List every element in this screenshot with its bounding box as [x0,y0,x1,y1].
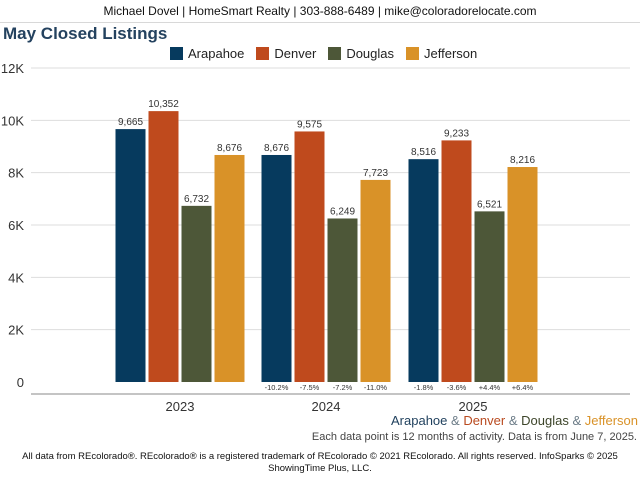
bar-jefferson-2023 [214,154,245,382]
legend-swatch [170,46,183,60]
y-tick-label: 8K [8,166,24,181]
bar-value-label: 8,676 [264,143,289,154]
bar-value-label: 6,521 [477,199,502,210]
bar-arapahoe-2024 [261,154,292,382]
bar-jefferson-2025 [507,167,538,382]
footer-line-1: All data from REcolorado®. REcolorado® i… [22,451,618,462]
bar-chart: 0 2K 4K 6K 8K 10K 12K 9,665 10,352 6,732 8,676 2023… [1,61,630,414]
bar-pct-change-label: -3.6% [447,383,467,392]
bar-douglas-2025 [474,211,505,382]
county-line: Arapahoe & Denver & Douglas & Jefferson [391,413,638,428]
legend-item-arapahoe[interactable]: Arapahoe [170,46,244,61]
bar-pct-change-label: -7.5% [300,383,320,392]
county-line-part: & [505,413,522,428]
bar-arapahoe-2023 [115,129,146,382]
legend-swatch [256,46,270,60]
legend-swatch [406,46,420,60]
bar-douglas-2024 [327,218,358,382]
bar-denver-2024 [294,131,325,382]
legend-item-douglas[interactable]: Douglas [328,46,394,61]
bar-value-label: 9,665 [118,117,143,128]
legend-swatch [328,46,342,60]
county-line-part: & [447,413,464,428]
bar-denver-2023 [148,111,179,382]
bar-value-label: 6,732 [184,194,209,205]
chart-title: May Closed Listings [3,24,168,43]
y-tick-label: 4K [8,270,24,285]
bar-jefferson-2024 [360,179,391,382]
y-tick-label: 2K [8,323,24,338]
bar-value-label: 8,676 [217,143,242,154]
bar-value-label: 9,233 [444,128,469,139]
y-tick-label: 6K [8,218,24,233]
x-tick-label: 2024 [312,399,341,414]
y-tick-label: 10K [1,113,24,128]
bar-pct-change-label: +4.4% [479,383,501,392]
bar-value-label: 8,216 [510,155,535,166]
legend: Arapahoe Denver Douglas Jefferson [170,44,489,62]
legend-label: Jefferson [424,45,478,61]
y-tick-label: 12K [1,61,24,76]
bar-pct-change-label: -1.8% [414,383,434,392]
bar-value-label: 7,723 [363,168,388,179]
county-line-part: Arapahoe [391,413,448,428]
county-line-part: Douglas [521,413,569,428]
legend-label: Douglas [346,45,395,61]
legend-label: Arapahoe [188,45,245,61]
county-line-part: Jefferson [584,413,638,428]
contact-header: Michael Dovel | HomeSmart Realty | 303-8… [0,0,640,23]
footer: All data from REcolorado®. REcolorado® i… [0,451,640,475]
y-tick-label: 0 [17,375,24,390]
bar-value-label: 6,249 [330,206,355,217]
data-note: Each data point is 12 months of activity… [311,431,637,443]
bar-value-label: 10,352 [148,99,179,110]
county-line-part: & [568,413,585,428]
x-tick-label: 2025 [459,399,488,414]
bar-douglas-2023 [181,205,212,382]
legend-label: Denver [274,45,317,61]
bar-arapahoe-2025 [408,159,439,382]
bar-pct-change-label: -10.2% [265,383,289,392]
county-line-part: Denver [463,413,506,428]
footer-line-2: ShowingTime Plus, LLC. [268,463,372,474]
bar-pct-change-label: -11.0% [364,383,388,392]
bar-denver-2025 [441,140,472,382]
x-tick-label: 2023 [166,399,195,414]
bar-value-label: 9,575 [297,119,322,130]
bar-pct-change-label: -7.2% [333,383,353,392]
legend-item-jefferson[interactable]: Jefferson [406,46,477,61]
legend-item-denver[interactable]: Denver [256,46,316,61]
bar-value-label: 8,516 [411,147,436,158]
bar-pct-change-label: +6.4% [512,383,534,392]
